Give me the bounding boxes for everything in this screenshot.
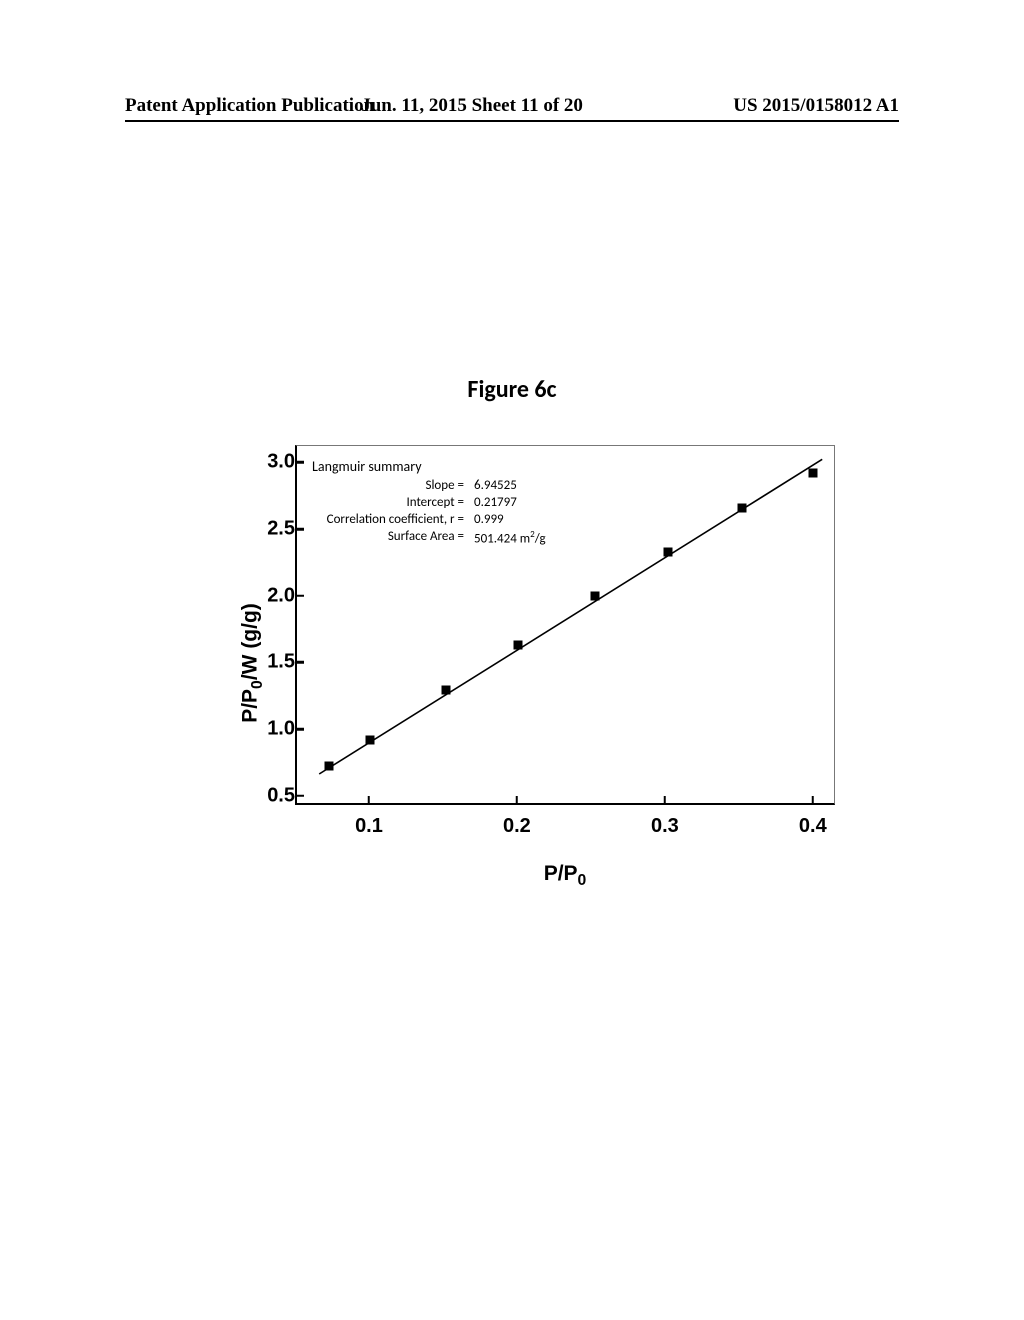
y-tick <box>295 794 304 797</box>
y-tick <box>295 594 304 597</box>
y-tick-label: 3.0 <box>245 451 295 474</box>
x-tick <box>812 796 815 805</box>
data-marker <box>808 469 817 478</box>
data-marker <box>663 547 672 556</box>
y-tick <box>295 461 304 464</box>
x-tick <box>368 796 371 805</box>
y-tick-label: 2.5 <box>245 518 295 541</box>
data-marker <box>591 591 600 600</box>
x-tick-label: 0.2 <box>503 815 531 838</box>
y-tick-label: 1.0 <box>245 718 295 741</box>
data-marker <box>441 686 450 695</box>
y-tick <box>295 728 304 731</box>
figure-title: Figure 6c <box>467 375 556 404</box>
y-tick-label: 2.0 <box>245 584 295 607</box>
page-header: Patent Application Publication Jun. 11, … <box>0 95 1024 117</box>
x-tick-label: 0.1 <box>355 815 383 838</box>
header-rule <box>125 120 899 122</box>
x-tick-label: 0.4 <box>799 815 827 838</box>
langmuir-chart: Langmuir summarySlope =6.94525Intercept … <box>195 445 845 880</box>
y-tick-label: 1.5 <box>245 651 295 674</box>
header-right: US 2015/0158012 A1 <box>733 95 899 117</box>
data-marker <box>737 503 746 512</box>
header-center: Jun. 11, 2015 Sheet 11 of 20 <box>361 95 583 117</box>
y-tick-label: 0.5 <box>245 784 295 807</box>
data-marker <box>514 641 523 650</box>
data-marker <box>366 735 375 744</box>
header-left: Patent Application Publication <box>125 95 374 117</box>
x-tick <box>664 796 667 805</box>
y-tick <box>295 661 304 664</box>
x-axis-label: P/P0 <box>295 862 835 890</box>
fit-line <box>297 446 837 806</box>
x-tick <box>516 796 519 805</box>
plot-area: Langmuir summarySlope =6.94525Intercept … <box>295 445 835 805</box>
data-marker <box>325 762 334 771</box>
x-tick-label: 0.3 <box>651 815 679 838</box>
y-tick <box>295 528 304 531</box>
